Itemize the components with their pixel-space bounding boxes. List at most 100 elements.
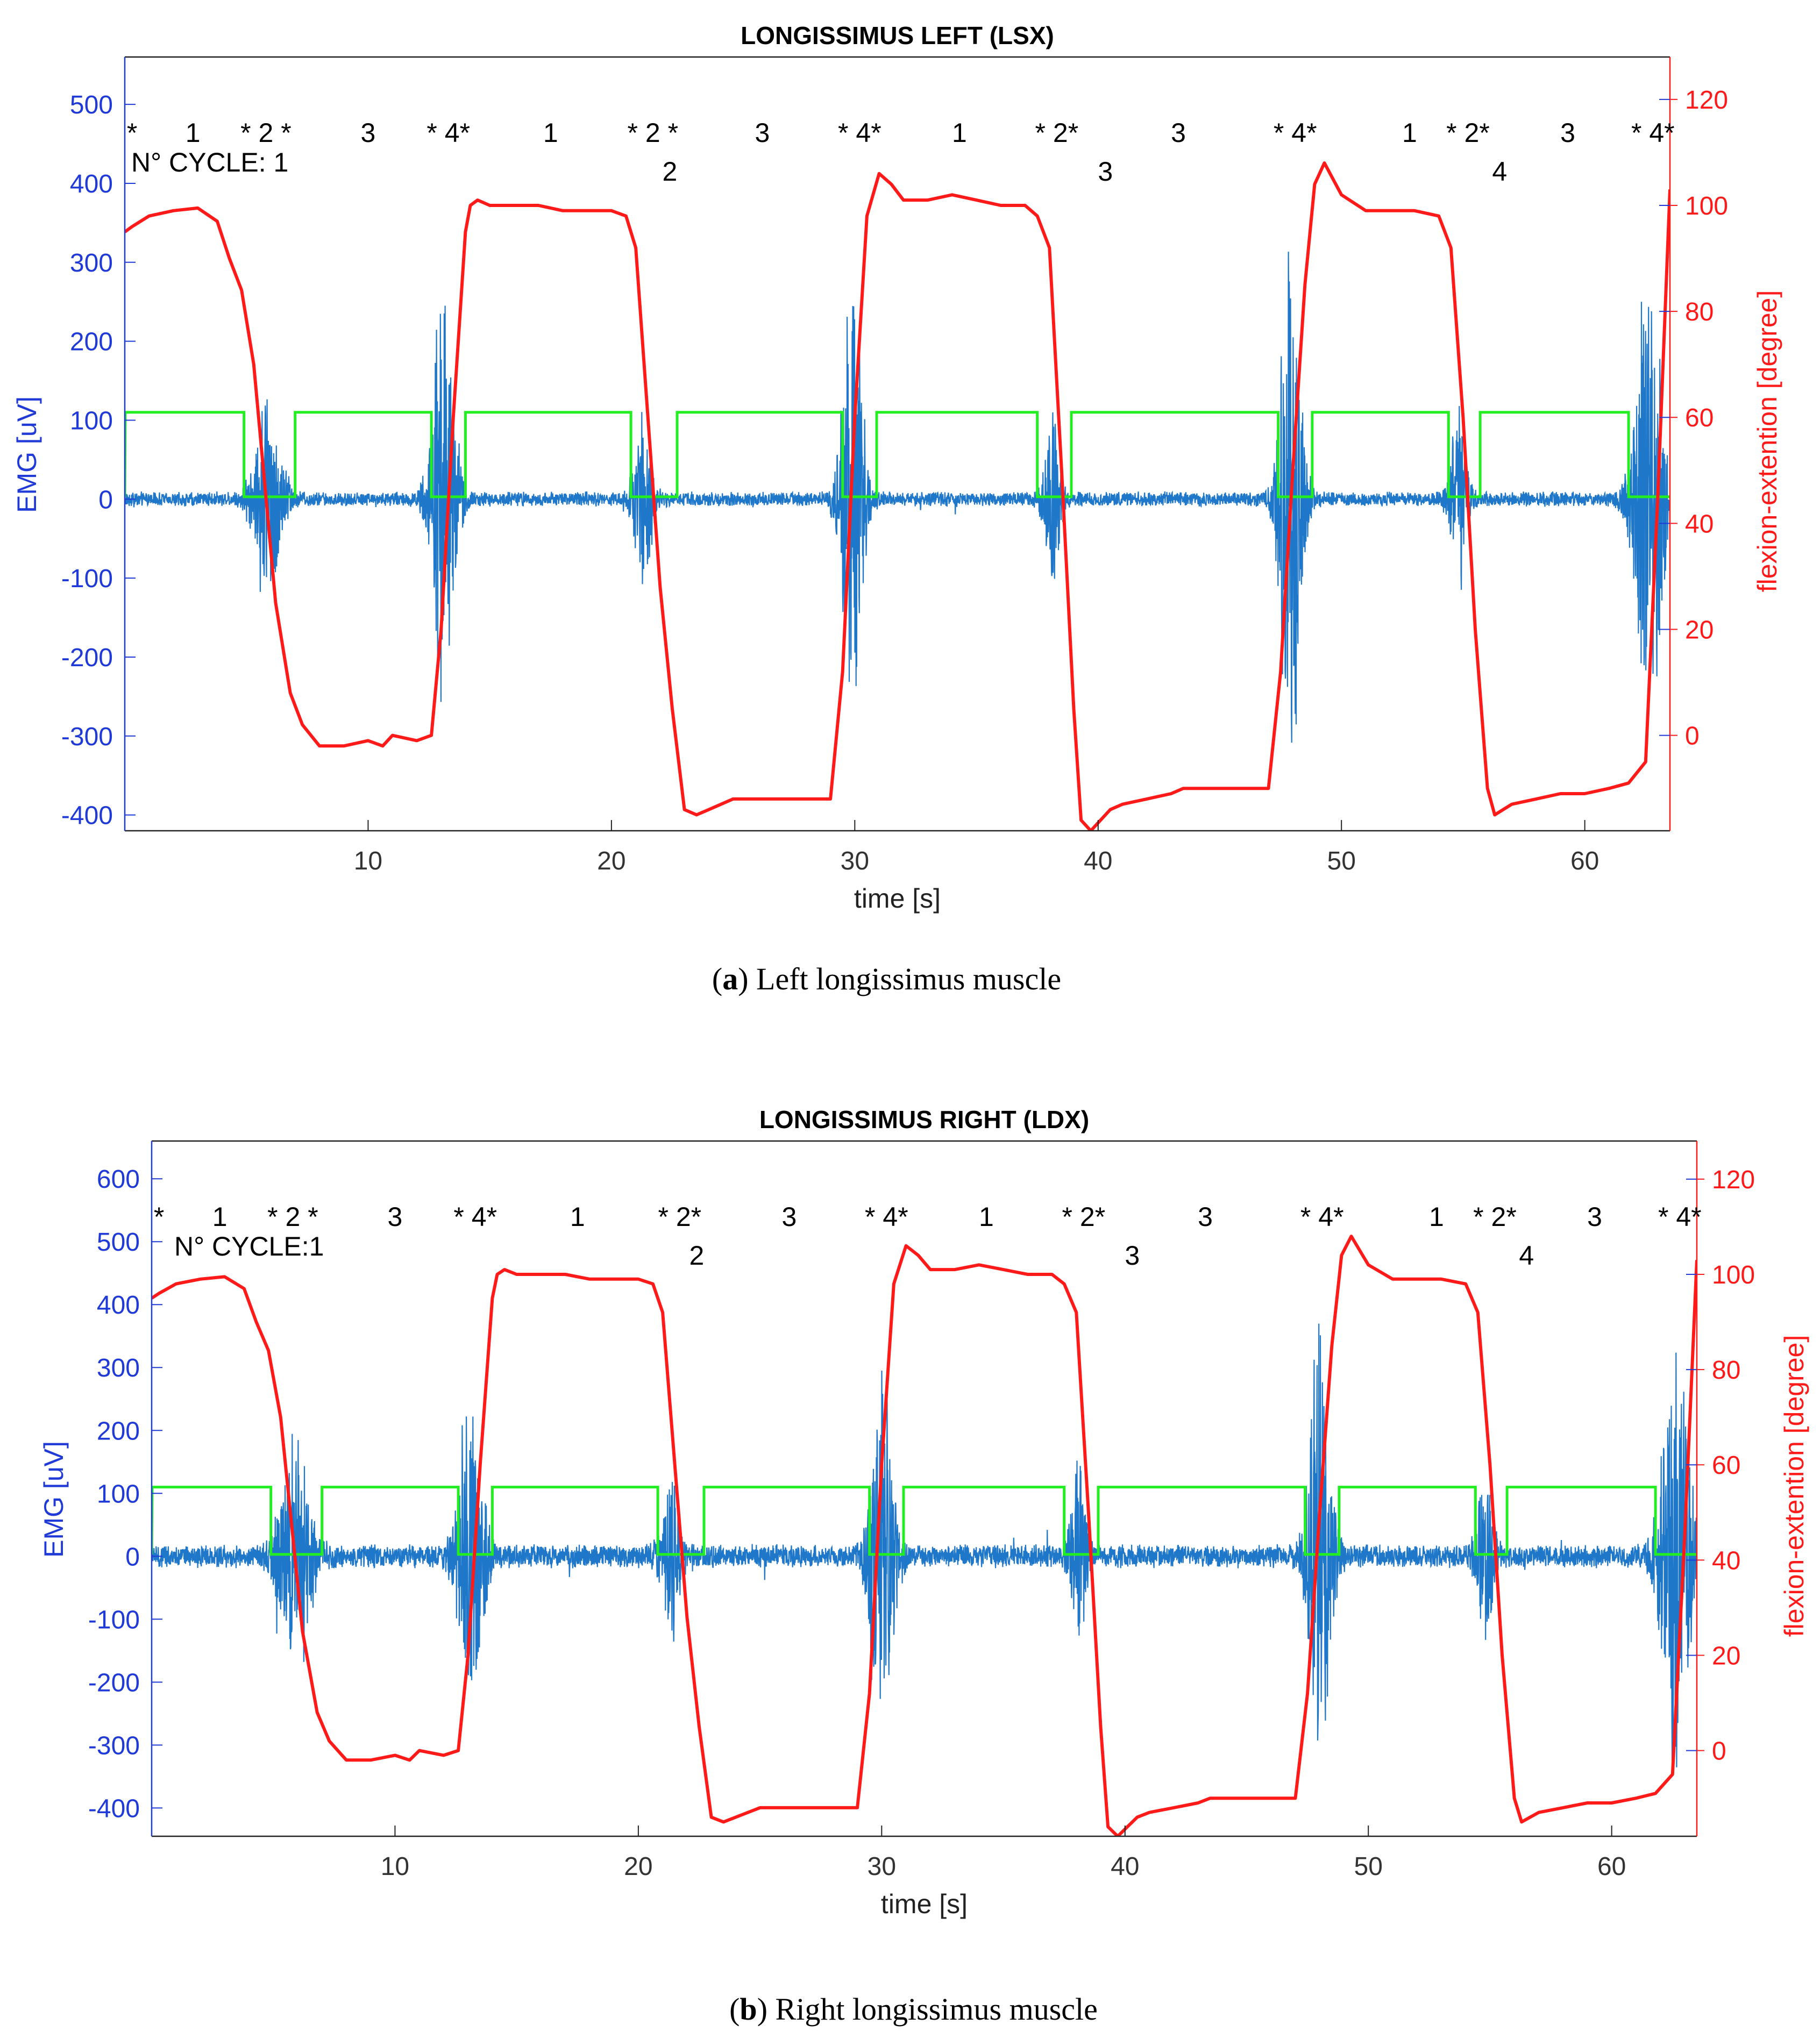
phase-label: * (127, 118, 137, 148)
x-tick-label: 60 (1597, 1852, 1626, 1881)
phase-square-wave-line (152, 1486, 1697, 1556)
cycle-number-label: 2 (663, 156, 678, 187)
phase-label: * 2* (1035, 118, 1079, 148)
phase-label: * 4* (1658, 1202, 1702, 1232)
right-y-tick-label: 100 (1685, 192, 1728, 220)
right-y-tick-label: 120 (1685, 86, 1728, 115)
left-y-tick-label: 400 (97, 1291, 140, 1320)
cycle-number-label: 4 (1492, 156, 1507, 187)
right-y-tick-label: 20 (1712, 1642, 1740, 1670)
phase-label: 1 (952, 118, 967, 148)
x-tick-label: 60 (1570, 847, 1599, 875)
right-y-axis-label: flexion-extention [degree] (1779, 1335, 1809, 1637)
x-tick-label: 20 (624, 1852, 652, 1881)
phase-label: 1 (570, 1202, 585, 1232)
x-tick-label: 30 (868, 1852, 896, 1881)
phase-label: 1 (186, 118, 201, 148)
cycle-number-label: 4 (1519, 1240, 1534, 1271)
cycle-number-label: 3 (1125, 1240, 1140, 1271)
emg-series-line (152, 1323, 1697, 1767)
left-y-tick-label: 100 (70, 407, 113, 435)
left-y-tick-label: 300 (97, 1354, 140, 1382)
x-tick-label: 10 (381, 1852, 409, 1881)
phase-label: 3 (1198, 1202, 1213, 1232)
phase-label: * 4* (426, 118, 470, 148)
x-axis-label: time [s] (881, 1889, 968, 1919)
left-y-tick-label: 400 (70, 170, 113, 198)
phase-label: * 2 * (267, 1202, 318, 1232)
phase-label: 3 (1171, 118, 1186, 148)
x-tick-label: 30 (841, 847, 869, 875)
right-y-tick-label: 100 (1712, 1261, 1755, 1289)
right-y-tick-label: 80 (1712, 1356, 1740, 1385)
x-tick-label: 10 (354, 847, 382, 875)
caption-text: Left longissimus muscle (756, 961, 1061, 996)
left-y-tick-label: 300 (70, 249, 113, 277)
phase-label: 3 (755, 118, 770, 148)
left-y-tick-label: 200 (97, 1417, 140, 1445)
phase-label: * 2 * (628, 118, 679, 148)
chart-panel-b: LONGISSIMUS RIGHT (LDX)10 20 30 40 50 60-400-… (39, 1106, 1809, 2027)
cycle-counter-label: N° CYCLE: 1 (131, 147, 288, 177)
left-y-axis-label: EMG [uV] (39, 1441, 69, 1558)
phase-label: 3 (1587, 1202, 1602, 1232)
x-tick-label: 50 (1327, 847, 1356, 875)
left-y-tick-label: 600 (97, 1165, 140, 1194)
phase-label: * 4* (453, 1202, 497, 1232)
phase-label: 1 (1429, 1202, 1444, 1232)
phase-label: * 2* (1446, 118, 1490, 148)
left-y-tick-label: 0 (125, 1543, 140, 1571)
left-y-tick-label: -200 (61, 644, 113, 672)
right-y-tick-label: 60 (1685, 404, 1714, 432)
phase-label: * 2 * (240, 118, 292, 148)
left-y-tick-label: 200 (70, 328, 113, 357)
right-y-tick-label: 80 (1685, 298, 1714, 326)
emg-series-line (125, 252, 1670, 743)
chart-title: LONGISSIMUS LEFT (LSX) (741, 22, 1054, 49)
left-y-axis-label: EMG [uV] (12, 396, 42, 513)
caption-letter: b (740, 1992, 757, 2027)
x-tick-label: 50 (1354, 1852, 1383, 1881)
caption-paren-open: ( (729, 1992, 740, 2027)
flexion-extension-line (125, 161, 1670, 831)
caption-paren-close: ) (757, 1992, 776, 2027)
left-y-tick-label: -300 (88, 1731, 140, 1760)
flexion-extension-line (152, 1235, 1697, 1836)
phase-label: * 4* (838, 118, 881, 148)
phase-label: 3 (1560, 118, 1575, 148)
right-y-tick-label: 20 (1685, 616, 1714, 644)
left-y-tick-label: -300 (61, 723, 113, 751)
phase-label: * 2* (1062, 1202, 1106, 1232)
left-y-tick-label: -200 (88, 1669, 140, 1697)
phase-label: * 2* (1473, 1202, 1517, 1232)
phase-label: 1 (543, 118, 558, 148)
x-axis-label: time [s] (854, 883, 941, 914)
left-y-tick-label: 500 (97, 1228, 140, 1257)
right-y-tick-label: 40 (1685, 510, 1714, 538)
phase-label: * 4* (1631, 118, 1675, 148)
right-y-tick-label: 0 (1685, 722, 1700, 751)
plot-area (125, 161, 1670, 831)
left-y-tick-label: -400 (61, 802, 113, 830)
phase-label: * 4* (1274, 118, 1317, 148)
cycle-number-label: 3 (1098, 156, 1113, 187)
x-tick-label: 40 (1111, 1852, 1139, 1881)
right-y-tick-label: 60 (1712, 1451, 1740, 1480)
left-y-tick-label: -100 (88, 1606, 140, 1634)
phase-square-wave-line (125, 411, 1670, 498)
right-y-tick-label: 120 (1712, 1166, 1755, 1194)
chart-title: LONGISSIMUS RIGHT (LDX) (759, 1106, 1089, 1133)
phase-label: 3 (388, 1202, 403, 1232)
figure-caption: (a) Left longissimus muscle (712, 961, 1061, 996)
phase-label: * 4* (1300, 1202, 1344, 1232)
cycle-counter-label: N° CYCLE:1 (174, 1231, 324, 1261)
phase-label: * 4* (865, 1202, 908, 1232)
phase-label: 1 (979, 1202, 994, 1232)
phase-label: 3 (361, 118, 376, 148)
left-y-tick-label: -400 (88, 1794, 140, 1823)
phase-label: 3 (781, 1202, 797, 1232)
x-tick-label: 20 (597, 847, 625, 875)
phase-label: * (154, 1202, 164, 1232)
chart-panel-a: LONGISSIMUS LEFT (LSX)10 20 30 40 50 60-400-3… (12, 22, 1782, 996)
